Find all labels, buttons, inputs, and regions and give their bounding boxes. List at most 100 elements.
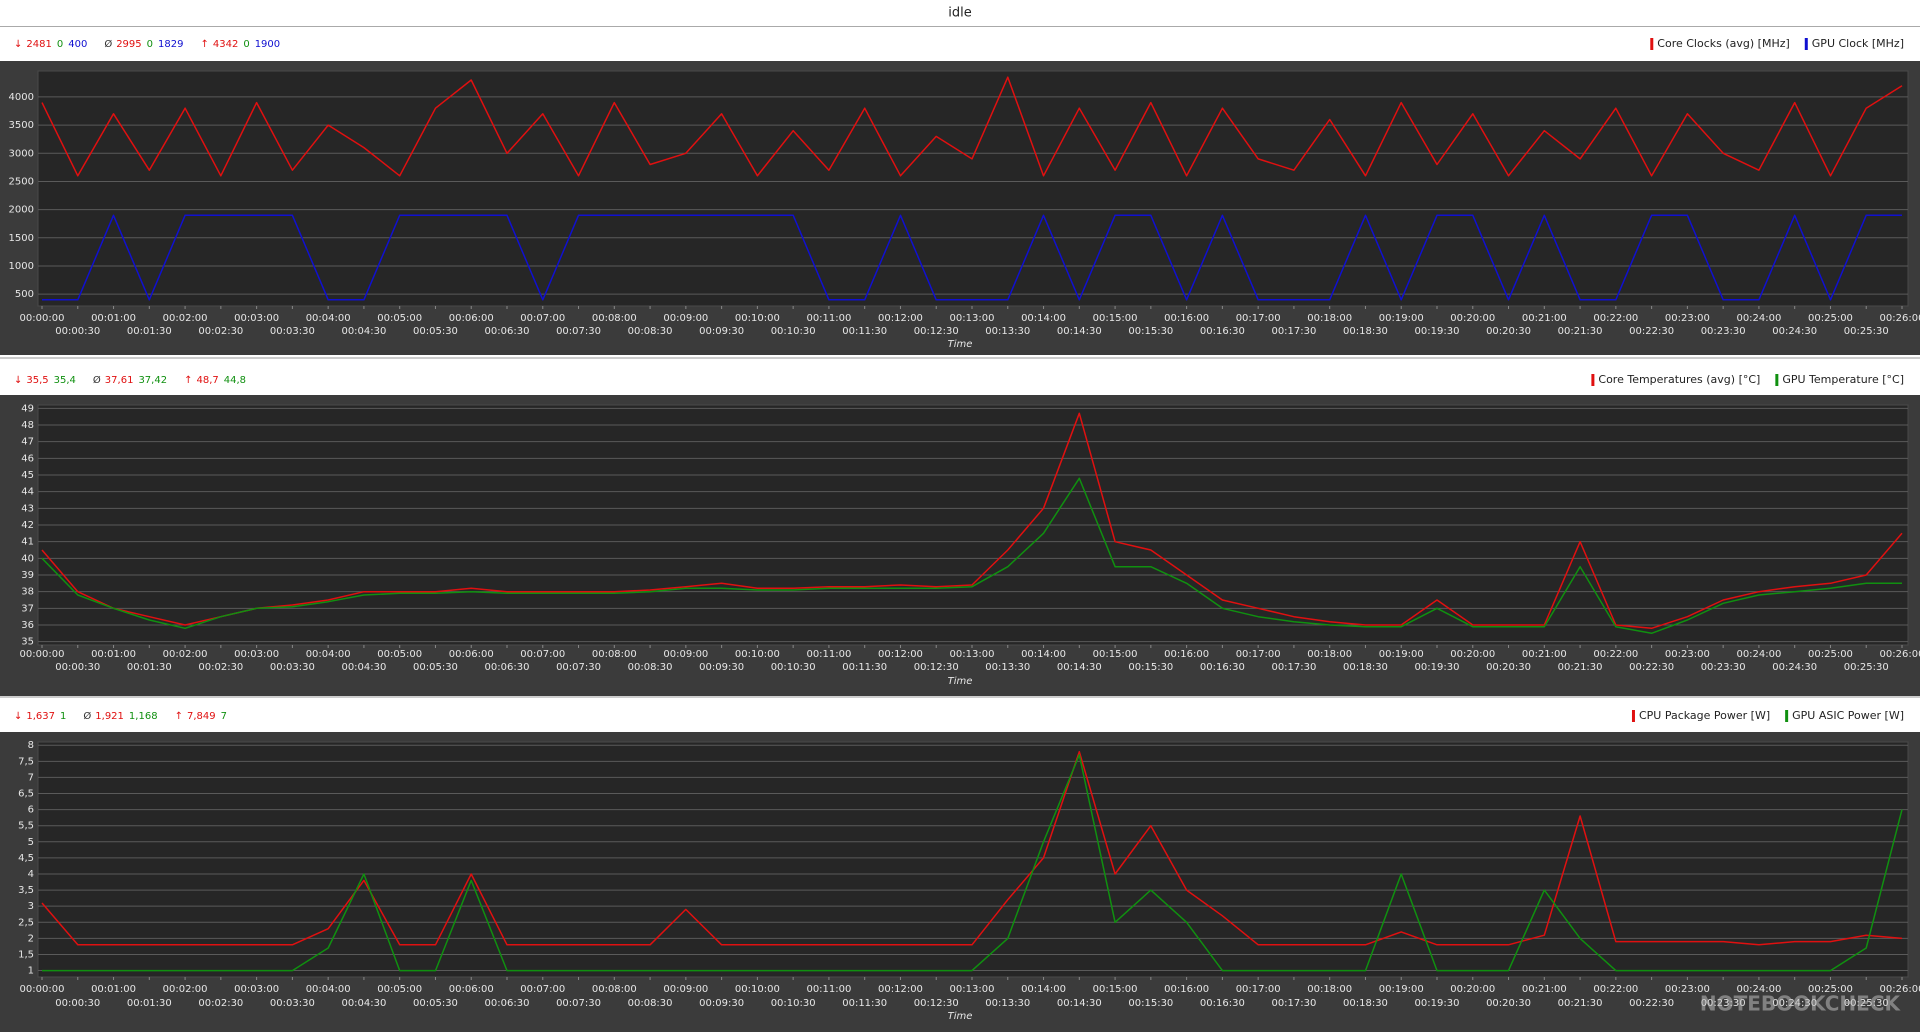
x-tick-label: 00:18:00	[1307, 649, 1352, 660]
x-tick-label: 00:08:30	[628, 998, 673, 1009]
y-tick-label: 3	[28, 901, 34, 912]
y-tick-label: 7	[28, 772, 34, 783]
y-tick-label: 1500	[9, 233, 34, 244]
x-tick-label: 00:13:30	[985, 662, 1030, 673]
watermark: NOTEBOOKCHECK	[1700, 992, 1902, 1016]
x-tick-label: 00:21:30	[1558, 662, 1603, 673]
x-tick-label: 00:11:00	[806, 649, 851, 660]
legend-swatch	[1804, 38, 1808, 50]
x-tick-label: 00:23:30	[1701, 998, 1746, 1009]
x-tick-label: 00:09:00	[663, 313, 708, 324]
stat-value: 400	[68, 39, 87, 50]
x-tick-label: 00:17:30	[1271, 662, 1316, 673]
y-tick-label: 5	[28, 837, 34, 848]
stat-value: 1	[60, 711, 66, 722]
x-tick-label: 00:00:30	[55, 662, 100, 673]
x-tick-label: 00:02:00	[163, 984, 208, 995]
legend-label: GPU ASIC Power [W]	[1792, 709, 1904, 722]
x-tick-label: 00:26:00	[1880, 313, 1920, 324]
y-tick-label: 46	[21, 453, 34, 464]
x-tick-label: 00:17:00	[1236, 984, 1281, 995]
x-tick-label: 00:17:30	[1271, 998, 1316, 1009]
x-tick-label: 00:22:00	[1593, 984, 1638, 995]
x-tick-label: 00:04:00	[306, 649, 351, 660]
x-tick-label: 00:19:00	[1379, 649, 1424, 660]
x-tick-label: 00:02:00	[163, 649, 208, 660]
x-tick-label: 00:23:00	[1665, 984, 1710, 995]
y-tick-label: 2500	[9, 176, 34, 187]
x-tick-label: 00:24:00	[1736, 984, 1781, 995]
y-tick-label: 6,5	[18, 789, 34, 800]
series-line	[41, 477, 1902, 635]
x-tick-label: 00:04:30	[341, 998, 386, 1009]
stat-symbol: ↑	[184, 375, 192, 386]
x-tick-label: 00:15:30	[1128, 662, 1173, 673]
y-tick-label: 4000	[9, 92, 34, 103]
x-tick-label: 00:19:30	[1415, 998, 1460, 1009]
x-tick-label: 00:24:00	[1736, 649, 1781, 660]
legend-swatch	[1591, 374, 1595, 386]
legend-swatch	[1650, 38, 1654, 50]
legend-swatch	[1775, 374, 1779, 386]
x-tick-label: 00:24:30	[1772, 662, 1817, 673]
x-tick-label: 00:18:00	[1307, 984, 1352, 995]
x-tick-label: 00:17:30	[1271, 326, 1316, 337]
x-tick-label: 00:02:30	[198, 662, 243, 673]
x-tick-label: 00:21:00	[1522, 313, 1567, 324]
x-tick-label: 00:02:30	[198, 998, 243, 1009]
x-tick-label: 00:22:30	[1629, 662, 1674, 673]
x-tick-label: 00:06:30	[485, 662, 530, 673]
stat-symbol: Ø	[83, 710, 91, 722]
x-tick-label: 00:04:00	[306, 313, 351, 324]
x-tick-label: 00:23:00	[1665, 313, 1710, 324]
x-tick-label: 00:25:00	[1808, 984, 1853, 995]
x-tick-label: 00:15:30	[1128, 326, 1173, 337]
series-line	[41, 412, 1903, 630]
y-tick-label: 7,5	[18, 756, 34, 767]
x-tick-label: 00:11:30	[842, 662, 887, 673]
x-tick-label: 00:08:30	[628, 662, 673, 673]
x-tick-label: 00:05:30	[413, 998, 458, 1009]
x-tick-label: 00:04:00	[306, 984, 351, 995]
y-tick-label: 40	[21, 553, 34, 564]
y-tick-label: 35	[21, 637, 34, 648]
x-tick-label: 00:12:30	[914, 326, 959, 337]
x-tick-label: 00:14:00	[1021, 313, 1066, 324]
x-tick-label: 00:00:30	[55, 998, 100, 1009]
x-tick-label: 00:06:00	[449, 984, 494, 995]
page-title: idle	[948, 6, 971, 21]
legend-label: Core Temperatures (avg) [°C]	[1598, 373, 1760, 386]
x-tick-label: 00:18:30	[1343, 998, 1388, 1009]
x-tick-label: 00:12:30	[914, 998, 959, 1009]
x-tick-label: 00:25:30	[1844, 326, 1889, 337]
x-tick-label: 00:09:00	[663, 649, 708, 660]
x-tick-label: 00:01:00	[91, 984, 136, 995]
x-tick-label: 00:25:00	[1808, 313, 1853, 324]
panel-header	[0, 360, 1920, 395]
y-tick-label: 2000	[9, 205, 34, 216]
x-tick-label: 00:12:00	[878, 649, 923, 660]
stat-value: 0	[243, 39, 249, 50]
stat-symbol: Ø	[93, 374, 101, 386]
stat-symbol: ↑	[175, 711, 183, 722]
x-tick-label: 00:19:30	[1415, 326, 1460, 337]
panel-header	[0, 27, 1920, 61]
x-tick-label: 00:19:00	[1379, 984, 1424, 995]
x-tick-label: 00:26:00	[1880, 984, 1920, 995]
x-tick-label: 00:16:30	[1200, 326, 1245, 337]
stat-symbol: ↓	[14, 711, 22, 722]
x-tick-label: 00:10:30	[771, 326, 816, 337]
legend-swatch	[1631, 710, 1635, 722]
stat-value: 4342	[213, 39, 238, 50]
stat-value: 35,4	[54, 375, 76, 386]
x-tick-label: 00:16:30	[1200, 662, 1245, 673]
x-tick-label: 00:06:00	[449, 313, 494, 324]
x-axis-label: Time	[948, 339, 973, 350]
x-tick-label: 00:12:00	[878, 984, 923, 995]
x-tick-label: 00:05:30	[413, 326, 458, 337]
stat-symbol: ↓	[14, 375, 22, 386]
y-tick-label: 3000	[9, 148, 34, 159]
y-tick-label: 36	[21, 620, 34, 631]
